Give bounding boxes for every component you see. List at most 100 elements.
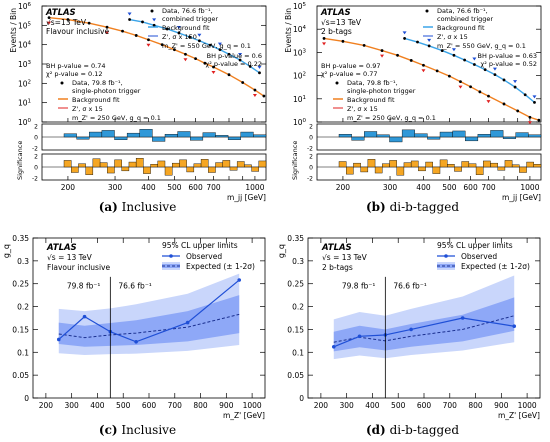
legend-title: 95% CL upper limits <box>162 241 238 250</box>
significance-bar-low <box>483 160 491 168</box>
y-tick-label: 103 <box>293 48 307 57</box>
legend-entry: Data, 76.6 fb⁻¹, <box>437 7 488 15</box>
y-tick-label: 104 <box>18 41 32 50</box>
stat-label: BH p-value = 0.97 <box>321 62 381 70</box>
legend-band-swatch <box>437 264 455 268</box>
y-tick-label: 0.25 <box>12 280 29 289</box>
significance-bar-low <box>389 160 397 168</box>
x-axis-label: m_Z' [GeV] <box>223 411 265 420</box>
caption-d: (d) di-b-tagged <box>365 423 459 437</box>
significance-tick-label: 0 <box>34 135 38 142</box>
signal-marker-high <box>472 57 477 61</box>
significance-bar-low <box>432 166 441 174</box>
atlas-label: ATLAS <box>45 8 76 18</box>
significance-bar-high <box>76 136 90 140</box>
significance-bar-low <box>418 166 426 172</box>
data-point-low <box>447 74 451 78</box>
y-axis-label: g_q <box>2 244 11 258</box>
signal-marker-high <box>152 18 157 22</box>
significance-bar-low <box>222 160 231 168</box>
x-tick-label: 400 <box>416 183 431 192</box>
significance-bar-low <box>360 166 369 173</box>
atlas-label: ATLAS <box>320 8 351 18</box>
x-tick-label: 700 <box>443 401 458 410</box>
significance-bar-high <box>427 136 441 140</box>
signal-marker-high <box>257 65 262 69</box>
x-tick-label: 200 <box>314 401 329 410</box>
data-point-high <box>218 48 222 52</box>
significance-bar-low <box>353 162 361 168</box>
y-tick-label: 0.2 <box>17 303 29 312</box>
data-point-low <box>121 29 124 33</box>
caption-c: (c) Inclusive <box>98 423 177 437</box>
signal-marker-low <box>146 43 151 47</box>
data-point-low <box>66 18 70 21</box>
significance-bar-high <box>401 129 415 138</box>
x-tick-label: 900 <box>219 401 234 410</box>
signal-marker-low <box>211 70 216 74</box>
data-point-high <box>258 71 261 75</box>
significance-bar-low <box>447 164 455 168</box>
category-label: Flavour inclusive <box>47 263 110 272</box>
data-point-low <box>160 43 164 47</box>
y-tick-label: 101 <box>18 99 31 108</box>
data-point-low <box>528 115 532 119</box>
significance-bar-low <box>367 159 376 168</box>
legend-title: 95% CL upper limits <box>437 241 513 250</box>
x-tick-label: 300 <box>65 401 80 410</box>
x-tick-label: 700 <box>168 401 183 410</box>
legend-observed-marker <box>444 254 448 258</box>
significance-bar-low <box>236 161 245 168</box>
data-point-high <box>523 93 527 97</box>
caption-b: (b) di-b-tagged <box>365 200 459 214</box>
significance-bar-low <box>121 166 130 172</box>
energy-label: √s = 13 TeV <box>322 253 368 262</box>
data-point-high <box>165 27 169 31</box>
data-point-high <box>208 43 212 47</box>
data-point-high <box>238 58 242 62</box>
legend-entry: single-photon trigger <box>347 87 416 95</box>
signal-marker-high <box>492 67 497 71</box>
x-tick-label: 500 <box>442 183 457 192</box>
significance-bar-high <box>152 136 166 142</box>
data-point-low <box>203 61 207 65</box>
x-tick-label: 200 <box>61 183 76 192</box>
significance-bar-low <box>172 162 180 168</box>
significance-bar-low <box>143 166 151 174</box>
y-tick-label: 106 <box>18 2 32 11</box>
signal-marker-low <box>458 85 463 89</box>
data-point-low <box>241 81 245 84</box>
signal-marker-high <box>427 38 432 42</box>
y-tick-label: 0 <box>24 394 29 403</box>
y-tick-label: 0.15 <box>287 325 304 334</box>
data-point-low <box>212 65 215 69</box>
data-point-low <box>172 48 176 52</box>
category-label: 2 b-tags <box>322 263 353 272</box>
observed-limit-point <box>460 316 465 320</box>
data-point-low <box>147 38 150 42</box>
stat-label: BH p-value = 0.74 <box>46 62 106 70</box>
legend-data-marker <box>150 9 154 13</box>
significance-bar-high <box>515 132 529 138</box>
signal-marker-low <box>527 121 532 125</box>
significance-bar-low <box>179 159 187 168</box>
stat-label: χ² p-value = 0.77 <box>321 70 378 78</box>
significance-bar-high <box>477 134 491 138</box>
legend-entry: Expected (± 1-2σ) <box>461 262 530 271</box>
significance-tick-label: 2 <box>309 154 313 161</box>
significance-bar-low <box>258 160 267 168</box>
data-point-high <box>416 40 419 44</box>
legend-entry: Data, 79.8 fb⁻¹, <box>347 79 398 87</box>
lumi-left-label: 79.8 fb⁻¹ <box>342 281 375 290</box>
observed-limit-point <box>331 345 336 349</box>
y-tick-label: 105 <box>18 21 32 30</box>
significance-bar-low <box>526 161 534 168</box>
y-tick-label: 0.05 <box>287 371 304 380</box>
x-tick-label: 1000 <box>245 183 264 192</box>
significance-bar-low <box>92 158 101 168</box>
signal-marker-high <box>451 48 456 52</box>
significance-bar-low <box>490 162 498 168</box>
x-tick-label: 500 <box>167 183 182 192</box>
significance-bar-high <box>63 133 77 138</box>
